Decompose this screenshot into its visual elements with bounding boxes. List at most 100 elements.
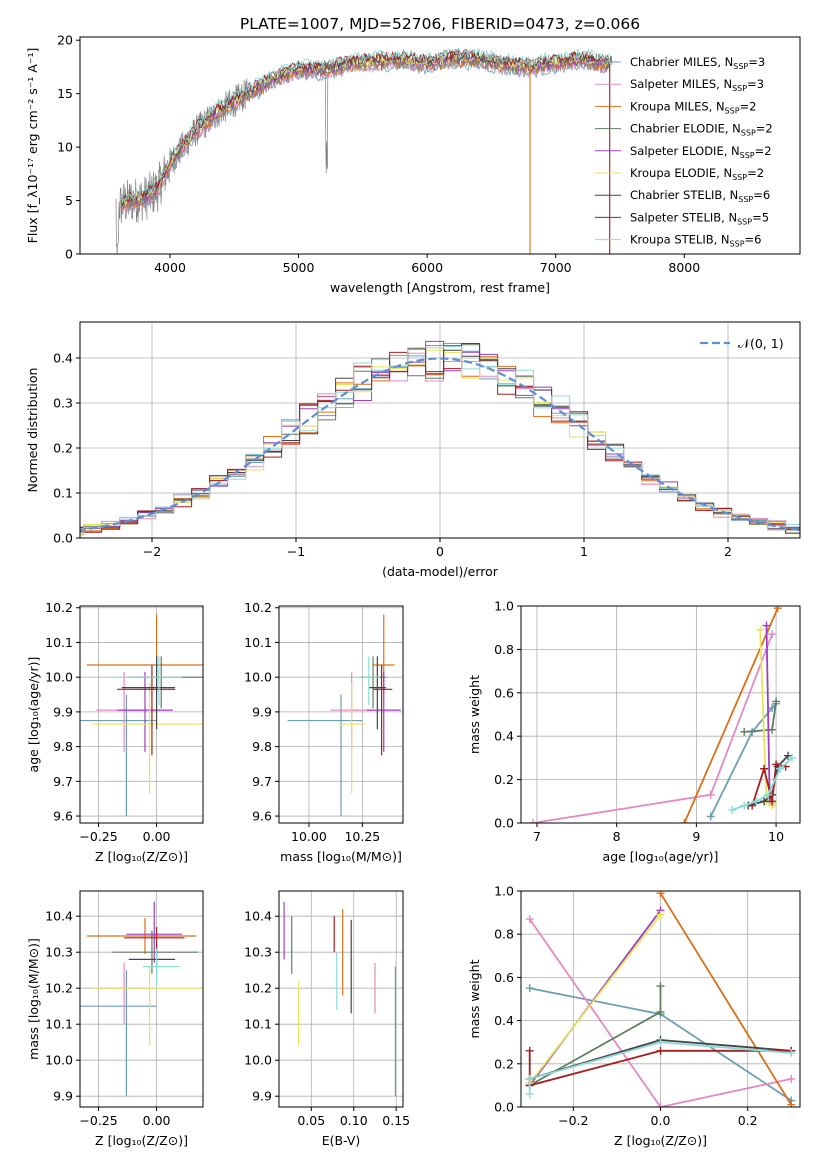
legend-subscript: SSP bbox=[741, 129, 756, 138]
legend-entry: Salpeter STELIB, NSSP=5 bbox=[630, 210, 769, 226]
weight-marker bbox=[656, 891, 665, 898]
y-tick-label: 0.3 bbox=[53, 396, 73, 411]
legend-nssp: =2 bbox=[755, 144, 772, 158]
weight-marker bbox=[772, 760, 781, 769]
y-tick-label: 10.4 bbox=[45, 909, 73, 924]
y-tick-label: 0.2 bbox=[494, 1056, 514, 1071]
weight-marker bbox=[772, 697, 781, 706]
errorbar-point bbox=[121, 656, 176, 730]
spectrum-plot-area bbox=[115, 47, 613, 254]
errorbar-point bbox=[91, 682, 203, 794]
x-tick-label: 0.0 bbox=[651, 1113, 671, 1128]
x-axis-label: E(B-V) bbox=[322, 1133, 361, 1148]
weight-marker bbox=[706, 812, 715, 821]
y-tick-label: 9.8 bbox=[252, 739, 272, 754]
weight-marker bbox=[528, 819, 537, 823]
panel-massweight-vs-age: 7 8 9 10 0.0 0.2 0.4 0.6 0.8 1.0 age [log₁₀(age/yr… bbox=[467, 599, 801, 864]
errorbar-point bbox=[124, 927, 185, 953]
legend-nssp: =5 bbox=[752, 210, 769, 224]
legend-label: Kroupa STELIB, N bbox=[630, 233, 730, 247]
y-tick-label: 0.0 bbox=[494, 816, 514, 831]
errorbar-point bbox=[338, 682, 365, 794]
x-tick-label: −1 bbox=[287, 544, 305, 559]
y-axis-label: Normed distribution bbox=[25, 368, 40, 493]
legend-subscript: SSP bbox=[725, 106, 740, 115]
legend-entry: Kroupa STELIB, NSSP=6 bbox=[630, 233, 761, 249]
weight-marker bbox=[740, 801, 749, 810]
errorbar-point bbox=[86, 918, 197, 954]
weight-marker bbox=[752, 797, 761, 806]
x-axis-label: age [log₁₀(age/yr)] bbox=[603, 849, 719, 864]
y-tick-label: 9.9 bbox=[53, 704, 73, 719]
weight-series-line bbox=[659, 892, 793, 1106]
weight-marker bbox=[525, 1090, 534, 1099]
legend-nssp: =2 bbox=[756, 122, 773, 136]
x-axis-label: wavelength [Angstrom, rest frame] bbox=[330, 280, 550, 295]
x-axis-label: Z [log₁₀(Z/Z⊙)] bbox=[95, 1133, 188, 1148]
y-tick-label: 10.3 bbox=[244, 945, 272, 960]
y-axis-label: mass weight bbox=[467, 675, 482, 754]
y-axis-label: mass [log₁₀(M/M⊙)] bbox=[26, 938, 41, 1060]
x-tick-label: 0 bbox=[436, 544, 444, 559]
legend-entry: Chabrier STELIB, NSSP=6 bbox=[630, 188, 770, 204]
weight-marker bbox=[768, 725, 777, 734]
weight-marker bbox=[787, 1100, 796, 1107]
y-tick-label: 10.3 bbox=[45, 945, 73, 960]
x-tick-label: 10.25 bbox=[344, 829, 380, 844]
errorbar-point bbox=[80, 694, 157, 817]
x-tick-label: 8 bbox=[613, 829, 621, 844]
y-tick-label: 9.7 bbox=[252, 774, 272, 789]
weight-marker bbox=[762, 621, 771, 630]
y-tick-label: 10 bbox=[57, 140, 73, 155]
weight-series-line bbox=[759, 629, 775, 807]
errorbar-point bbox=[91, 966, 203, 1046]
legend-entry: Kroupa ELODIE, NSSP=2 bbox=[630, 166, 764, 182]
y-tick-label: 1.0 bbox=[494, 599, 514, 614]
weight-marker bbox=[656, 910, 665, 919]
weight-marker bbox=[740, 727, 749, 736]
y-tick-label: 9.9 bbox=[252, 1089, 272, 1104]
weight-series-line bbox=[528, 1041, 792, 1094]
x-tick-label: 4000 bbox=[154, 260, 186, 275]
panel-spectrum: 4000 5000 6000 7000 8000 0 5 10 15 20 wavelength [… bbox=[25, 33, 801, 295]
axes-frame bbox=[79, 605, 204, 824]
normal-reference-curve bbox=[80, 357, 800, 532]
x-tick-label: 0.15 bbox=[382, 1113, 410, 1128]
axes-frame bbox=[79, 36, 801, 255]
weight-marker bbox=[760, 797, 769, 806]
x-tick-label: 5000 bbox=[283, 260, 315, 275]
errorbar-point bbox=[366, 671, 401, 752]
errorbar-point bbox=[117, 665, 176, 756]
weight-marker bbox=[656, 1103, 665, 1107]
weight-marker bbox=[760, 764, 769, 773]
legend-label: Salpeter STELIB, N bbox=[630, 210, 737, 224]
y-tick-label: 0.4 bbox=[494, 1013, 514, 1028]
weight-marker bbox=[525, 1046, 534, 1055]
y-tick-label: 10.1 bbox=[244, 1017, 272, 1032]
panel-age-vs-Z: −0.25 0.00 9.6 9.7 9.8 9.9 10.0 10.1 10.2 Z [log₁… bbox=[26, 600, 204, 864]
x-tick-label: −2 bbox=[143, 544, 161, 559]
legend-nssp: =3 bbox=[747, 77, 764, 91]
panel-mass-vs-Z: −0.25 0.00 9.9 10.0 10.1 10.2 10.3 10.4 Z [log₁₀… bbox=[26, 890, 204, 1148]
legend-label: Salpeter MILES, N bbox=[630, 77, 732, 91]
legend-nssp: =2 bbox=[747, 166, 764, 180]
y-axis-label: Flux [f_λ10⁻¹⁷ erg cm⁻² s⁻¹ A⁻¹] bbox=[25, 48, 40, 244]
x-axis-label: mass [log₁₀(M/M⊙)] bbox=[280, 849, 402, 864]
x-tick-label: −0.25 bbox=[79, 829, 117, 844]
weight-marker bbox=[656, 1046, 665, 1055]
y-tick-label: 10.2 bbox=[244, 600, 272, 615]
x-tick-label: −0.2 bbox=[558, 1113, 588, 1128]
errorbar-point bbox=[112, 656, 183, 705]
errorbar-point bbox=[355, 656, 380, 705]
legend-subscript: SSP bbox=[732, 173, 747, 182]
legend-label: Kroupa ELODIE, N bbox=[630, 166, 732, 180]
x-tick-label: 9 bbox=[692, 829, 700, 844]
weight-marker bbox=[706, 790, 715, 799]
axes-frame bbox=[278, 605, 404, 824]
legend-subscript: SSP bbox=[733, 62, 748, 71]
legend-nssp: =6 bbox=[753, 188, 770, 202]
weight-marker bbox=[773, 606, 782, 613]
weight-marker bbox=[525, 915, 534, 924]
y-tick-label: 0 bbox=[65, 247, 73, 262]
